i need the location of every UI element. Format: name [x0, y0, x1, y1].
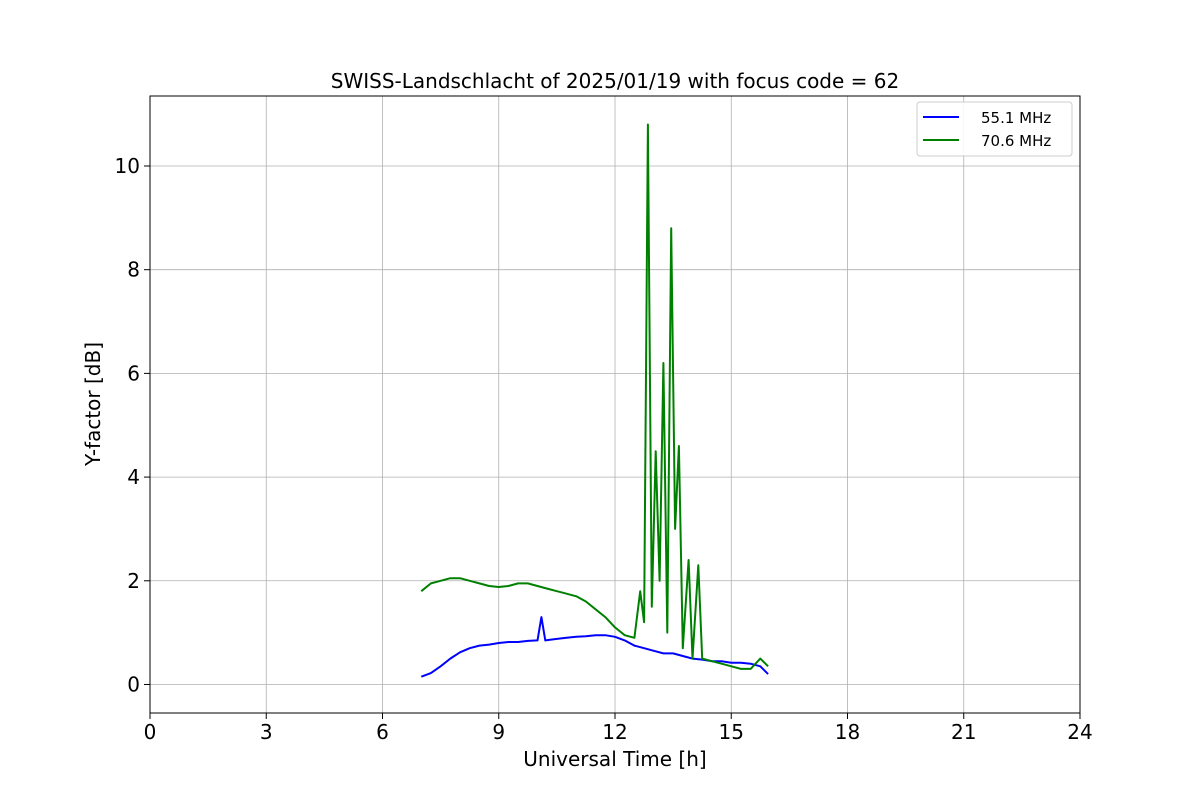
- y-tick-label: 2: [127, 569, 140, 593]
- legend-box: [916, 101, 1073, 157]
- y-tick-label: 6: [127, 361, 140, 385]
- x-tick-label: 24: [1067, 720, 1092, 744]
- x-tick-label: 18: [835, 720, 860, 744]
- x-tick-label: 15: [719, 720, 744, 744]
- x-tick-label: 21: [951, 720, 976, 744]
- legend: 55.1 MHz 70.6 MHz: [916, 101, 1073, 157]
- x-tick-label: 3: [260, 720, 273, 744]
- y-axis-label: Y-factor [dB]: [81, 342, 105, 467]
- legend-label-series-2: 70.6 MHz: [981, 132, 1051, 150]
- y-tick-label: 4: [127, 465, 140, 489]
- y-tick-label: 0: [127, 672, 140, 696]
- x-tick-label: 6: [376, 720, 389, 744]
- y-tick-label: 8: [127, 258, 140, 282]
- y-tick-label: 10: [115, 154, 140, 178]
- x-tick-label: 9: [492, 720, 505, 744]
- legend-label-series-1: 55.1 MHz: [981, 109, 1051, 127]
- chart-title: SWISS-Landschlacht of 2025/01/19 with fo…: [331, 69, 899, 93]
- plot-area: [420, 123, 769, 678]
- x-tick-label: 12: [602, 720, 627, 744]
- x-axis-label: Universal Time [h]: [523, 747, 706, 771]
- y-axis-ticks: 0 2 4 6 8 10: [115, 154, 150, 696]
- series-line-2: [420, 123, 769, 670]
- x-axis-ticks: 0 3 6 9 12 15 18 21 24: [144, 713, 1093, 744]
- x-tick-label: 0: [144, 720, 157, 744]
